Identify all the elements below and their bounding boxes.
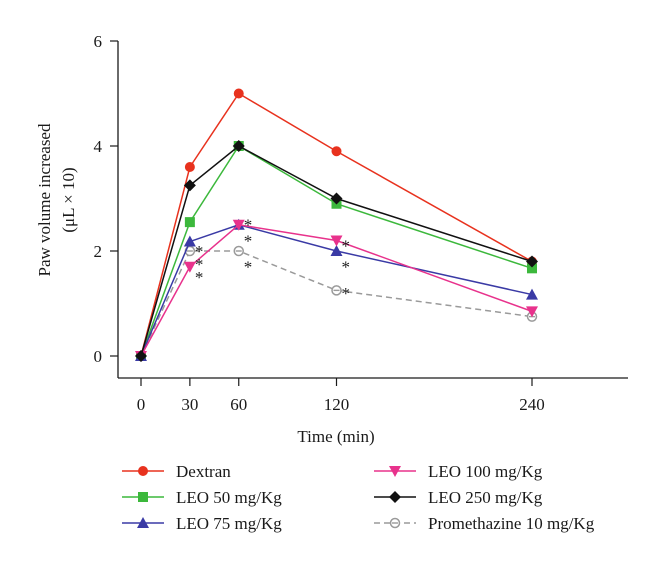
significance-asterisk: * [195,242,204,261]
legend-label: LEO 75 mg/Kg [176,514,282,533]
significance-asterisk: * [342,258,351,277]
series-layer [135,88,538,362]
data-point-promethazine-10-mg-kg [233,245,244,257]
series-line-dextran [140,92,533,357]
annotations-layer: ********* [195,216,350,303]
legend-marker-leo-100-mg-kg [389,466,401,477]
significance-asterisk: * [342,284,351,303]
legend: Dextran LEO 50 mg/Kg LEO 75 mg/Kg LEO 100 m… [122,462,595,533]
data-point-dextran [184,162,195,172]
data-point-leo-50-mg-kg [527,263,537,274]
x-tick-label: 120 [324,395,350,414]
legend-label: LEO 50 mg/Kg [176,488,282,507]
significance-asterisk: * [195,255,204,274]
legend-marker-promethazine-10-mg-kg [389,517,401,529]
significance-asterisk: * [244,231,253,250]
legend-item-leo-75-mg-kg: LEO 75 mg/Kg [122,514,282,533]
legend-item-dextran: Dextran [122,462,231,481]
data-point-leo-75-mg-kg [183,235,196,247]
y-axis-title-line1: Paw volume increased [35,123,54,276]
data-point-leo-100-mg-kg [232,219,245,231]
x-tick-label: 240 [519,395,545,414]
x-tick-label: 0 [137,395,146,414]
y-tick-label: 4 [94,137,103,156]
legend-label: LEO 100 mg/Kg [428,462,543,481]
data-point-leo-50-mg-kg [184,217,195,228]
legend-item-leo-50-mg-kg: LEO 50 mg/Kg [122,488,282,507]
data-point-leo-250-mg-kg [330,192,343,205]
legend-marker-leo-250-mg-kg [389,491,401,503]
series-leo-250-mg-kg [135,140,538,362]
significance-asterisk: * [195,268,204,287]
data-point-dextran [233,88,244,99]
data-point-dextran [331,146,342,157]
legend-item-promethazine-10-mg-kg: Promethazine 10 mg/Kg [374,514,595,533]
y-axis-title-line2: (μL × 10) [59,167,78,232]
data-point-promethazine-10-mg-kg [331,285,342,296]
data-point-leo-75-mg-kg [330,245,343,256]
legend-marker-leo-50-mg-kg [138,492,148,502]
legend-item-leo-250-mg-kg: LEO 250 mg/Kg [374,488,543,507]
y-tick-label: 0 [94,347,103,366]
x-axis-title: Time (min) [297,427,374,446]
series-dextran [136,88,537,361]
data-point-leo-250-mg-kg [183,179,196,192]
axes [117,41,628,379]
data-point-leo-100-mg-kg [183,261,196,273]
data-point-leo-100-mg-kg [330,235,343,247]
legend-item-leo-100-mg-kg: LEO 100 mg/Kg [374,462,543,481]
legend-label: LEO 250 mg/Kg [428,488,543,507]
data-point-leo-75-mg-kg [526,288,538,300]
legend-label: Dextran [176,462,231,481]
legend-label: Promethazine 10 mg/Kg [428,514,595,533]
x-ticks: 0 30 60 120 240 [137,378,545,414]
x-tick-label: 30 [181,395,198,414]
data-point-leo-100-mg-kg [526,306,538,318]
y-tick-label: 2 [94,242,103,261]
legend-marker-dextran [138,466,148,476]
y-tick-label: 6 [94,32,103,51]
y-ticks: 0 2 4 6 [94,32,118,366]
data-point-leo-250-mg-kg [526,255,538,268]
significance-asterisk: * [244,216,253,235]
legend-marker-leo-75-mg-kg [137,517,149,528]
significance-asterisk: * [342,237,351,256]
data-point-leo-250-mg-kg [135,350,147,362]
x-tick-label: 60 [230,395,247,414]
significance-asterisk: * [244,258,253,277]
data-point-leo-250-mg-kg [232,140,245,152]
